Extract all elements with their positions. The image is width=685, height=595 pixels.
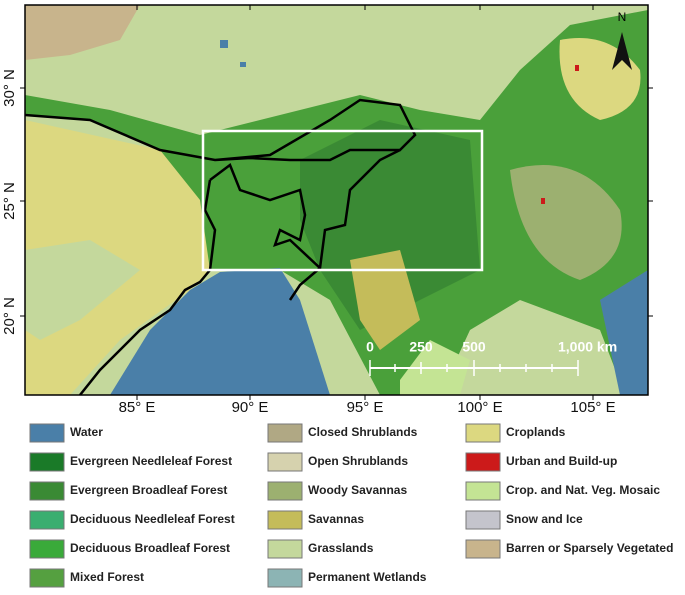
legend-swatch xyxy=(465,510,501,530)
legend-label: Evergreen Needleleaf Forest xyxy=(70,454,232,468)
legend-label: Deciduous Needleleaf Forest xyxy=(70,512,235,526)
legend-label: Croplands xyxy=(506,425,566,439)
legend-label: Open Shrublands xyxy=(308,454,408,468)
y-tick-label: 25° N xyxy=(1,182,18,220)
legend-swatch xyxy=(267,481,303,501)
legend-label: Grasslands xyxy=(308,541,374,555)
legend-label: Barren or Sparsely Vegetated xyxy=(506,541,673,555)
legend-label: Mixed Forest xyxy=(70,570,144,584)
x-tick-label: 90° E xyxy=(232,399,269,416)
legend-label: Woody Savannas xyxy=(308,483,407,497)
north-label: N xyxy=(618,10,627,24)
y-tick-label: 30° N xyxy=(1,69,18,107)
scale-bar-label: 500 xyxy=(462,339,486,355)
legend-swatch xyxy=(29,510,65,530)
legend-label: Snow and Ice xyxy=(506,512,583,526)
legend-swatch xyxy=(29,539,65,559)
scale-bar-label: 1,000 km xyxy=(558,339,617,355)
x-tick-label: 85° E xyxy=(119,399,156,416)
map-frame xyxy=(24,4,649,396)
x-tick-label: 100° E xyxy=(457,399,502,416)
scale-bar-label: 0 xyxy=(366,339,374,355)
legend-swatch xyxy=(267,510,303,530)
legend-swatch xyxy=(29,568,65,588)
legend-label: Evergreen Broadleaf Forest xyxy=(70,483,227,497)
y-tick-label: 20° N xyxy=(1,297,18,335)
legend-label: Deciduous Broadleaf Forest xyxy=(70,541,230,555)
legend-label: Urban and Build-up xyxy=(506,454,617,468)
legend-swatch xyxy=(29,481,65,501)
legend-swatch xyxy=(465,481,501,501)
legend-swatch xyxy=(465,539,501,559)
legend-swatch xyxy=(29,423,65,443)
legend-label: Permanent Wetlands xyxy=(308,570,427,584)
land-cover-map xyxy=(25,5,648,395)
legend-label: Crop. and Nat. Veg. Mosaic xyxy=(506,483,660,497)
x-tick-label: 95° E xyxy=(347,399,384,416)
legend-swatch xyxy=(29,452,65,472)
legend-swatch xyxy=(267,452,303,472)
legend-label: Closed Shrublands xyxy=(308,425,418,439)
legend-label: Water xyxy=(70,425,103,439)
x-tick-label: 105° E xyxy=(570,399,615,416)
legend-swatch xyxy=(465,423,501,443)
legend-swatch xyxy=(267,423,303,443)
legend-label: Savannas xyxy=(308,512,364,526)
legend-swatch xyxy=(465,452,501,472)
legend-swatch xyxy=(267,568,303,588)
scale-bar-label: 250 xyxy=(409,339,433,355)
legend-swatch xyxy=(267,539,303,559)
